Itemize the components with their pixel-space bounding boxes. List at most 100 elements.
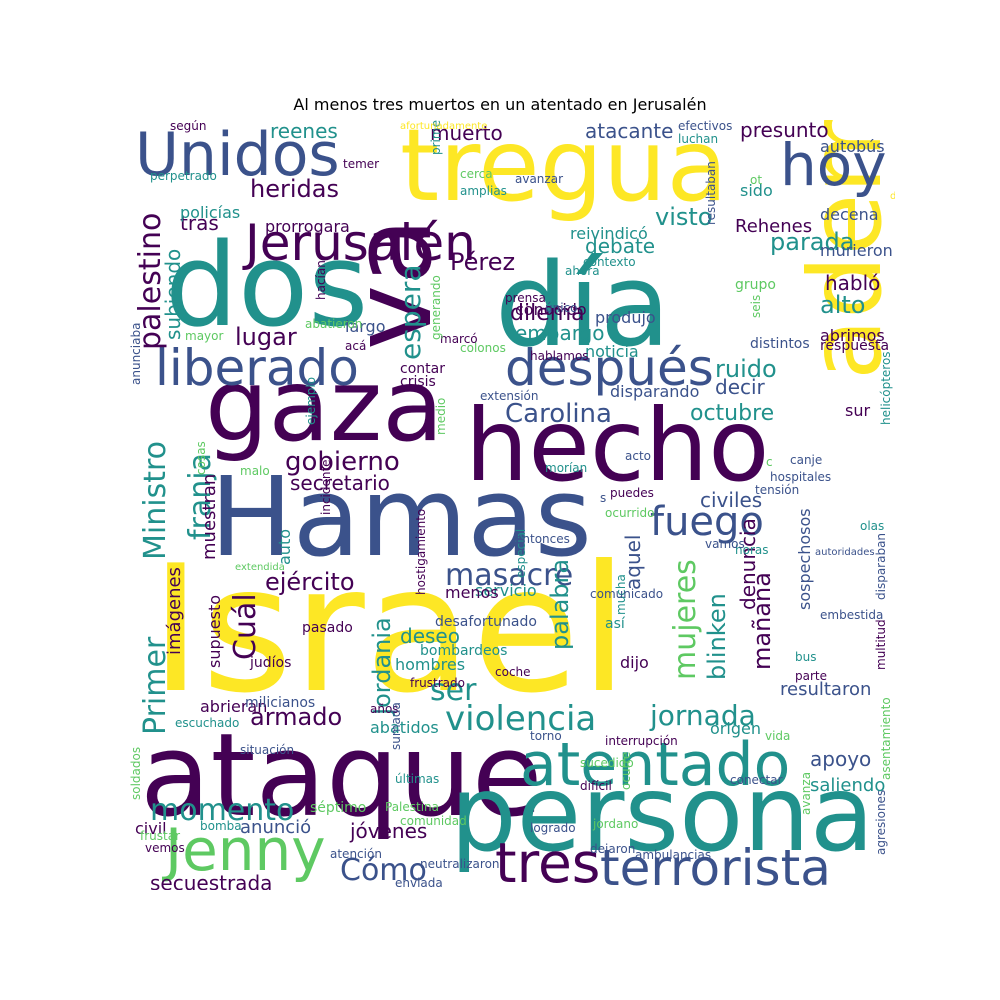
word: distintos bbox=[750, 336, 810, 352]
word: malo bbox=[240, 464, 270, 478]
word: comunicado bbox=[590, 587, 663, 601]
word: contar bbox=[400, 361, 445, 377]
word: reenes bbox=[270, 120, 338, 143]
word: imágenes bbox=[164, 567, 185, 655]
word: frustar bbox=[140, 829, 180, 843]
word: vemos bbox=[145, 841, 185, 855]
word: disparaban bbox=[874, 533, 888, 600]
word: menos bbox=[445, 583, 499, 602]
word: abatieron bbox=[305, 317, 362, 331]
word: palabra bbox=[546, 559, 574, 650]
word: dejaron bbox=[590, 842, 635, 856]
word: hostigamiento bbox=[414, 509, 428, 595]
word: tres bbox=[495, 831, 600, 890]
word: abrieran bbox=[200, 697, 267, 716]
word: Rehenes bbox=[735, 216, 812, 237]
word: Cómo bbox=[340, 853, 427, 888]
word: heridas bbox=[250, 175, 339, 203]
word: mayor bbox=[185, 329, 223, 343]
word: enviada bbox=[395, 876, 443, 890]
word: embargo bbox=[515, 321, 605, 345]
word: parte bbox=[795, 669, 827, 683]
word: Unidos bbox=[135, 120, 340, 190]
word: lugar bbox=[235, 323, 297, 351]
word: Primer bbox=[138, 636, 173, 735]
word: ejército bbox=[265, 568, 355, 596]
word: horas bbox=[735, 543, 769, 557]
word: servicio bbox=[475, 581, 537, 600]
word: habló bbox=[825, 271, 880, 295]
word: colonos bbox=[460, 341, 506, 355]
word: tensión bbox=[755, 483, 799, 497]
word: cosas bbox=[194, 441, 208, 475]
word: hecho bbox=[465, 387, 769, 504]
word: dos bbox=[165, 219, 368, 353]
word: hablamos bbox=[530, 349, 589, 363]
word: armado bbox=[250, 703, 342, 731]
word: gaza bbox=[205, 347, 444, 464]
word: jordano bbox=[592, 817, 638, 831]
word: según bbox=[170, 120, 206, 133]
word: respuesta bbox=[820, 338, 889, 354]
word: debate bbox=[585, 234, 655, 258]
word: Israel bbox=[150, 529, 628, 732]
word: muerto bbox=[430, 121, 503, 145]
word: supuesto bbox=[205, 595, 224, 668]
word: bomba bbox=[200, 819, 242, 833]
word: auto bbox=[275, 529, 294, 565]
word: fuego bbox=[650, 499, 764, 545]
word: mujeres bbox=[668, 559, 703, 680]
word: reivindicó bbox=[570, 224, 648, 243]
word: tregua bbox=[400, 120, 728, 224]
word: denuncia bbox=[736, 518, 760, 610]
word: masacre bbox=[445, 558, 573, 593]
word: ot bbox=[750, 173, 762, 187]
word: civiles bbox=[700, 488, 762, 512]
word: sido bbox=[740, 181, 773, 200]
word: extendida bbox=[235, 562, 285, 573]
word: contexto bbox=[583, 255, 636, 269]
word: origen bbox=[710, 719, 761, 738]
word: Hamas bbox=[210, 453, 592, 581]
word: violencia bbox=[445, 699, 596, 739]
word: ocurrido bbox=[605, 506, 655, 520]
word: ser bbox=[430, 673, 477, 708]
word: noticia bbox=[585, 342, 639, 361]
word: dilema bbox=[510, 301, 585, 326]
word: aquel bbox=[621, 535, 645, 591]
word: Carolina bbox=[505, 399, 612, 429]
word: agresiones bbox=[874, 790, 888, 855]
word: produjo bbox=[595, 308, 656, 327]
word: resultaban bbox=[704, 161, 718, 225]
word: incidente bbox=[319, 459, 333, 515]
word: palestino bbox=[133, 213, 168, 350]
word: entonces bbox=[515, 532, 570, 546]
word: conocido bbox=[515, 300, 587, 319]
word: coche bbox=[495, 665, 531, 679]
word: cerca bbox=[460, 167, 493, 181]
word: afortunadamente bbox=[400, 121, 487, 132]
word: tras bbox=[180, 211, 219, 235]
word: extensión bbox=[480, 389, 539, 403]
word: perpetrado bbox=[150, 169, 217, 183]
word: anunciaba bbox=[129, 323, 143, 385]
word: embestida bbox=[820, 608, 883, 622]
word: prensa bbox=[505, 291, 546, 305]
word: ambulancias bbox=[635, 848, 711, 862]
word: decir bbox=[715, 375, 766, 399]
word: civil bbox=[135, 819, 167, 838]
word: conectar bbox=[730, 773, 783, 787]
word: comunidad bbox=[400, 814, 467, 828]
word: disparando bbox=[610, 382, 699, 401]
word: hombres bbox=[395, 655, 465, 674]
word: judíos bbox=[249, 655, 291, 671]
word: único bbox=[545, 301, 577, 315]
word: acto bbox=[625, 449, 651, 463]
word: primera bbox=[429, 120, 443, 155]
word: avanzar bbox=[515, 172, 563, 186]
word: escuchado bbox=[175, 716, 239, 730]
word: acá bbox=[345, 339, 366, 353]
word: va bbox=[328, 217, 456, 350]
word: mañana bbox=[748, 572, 776, 670]
